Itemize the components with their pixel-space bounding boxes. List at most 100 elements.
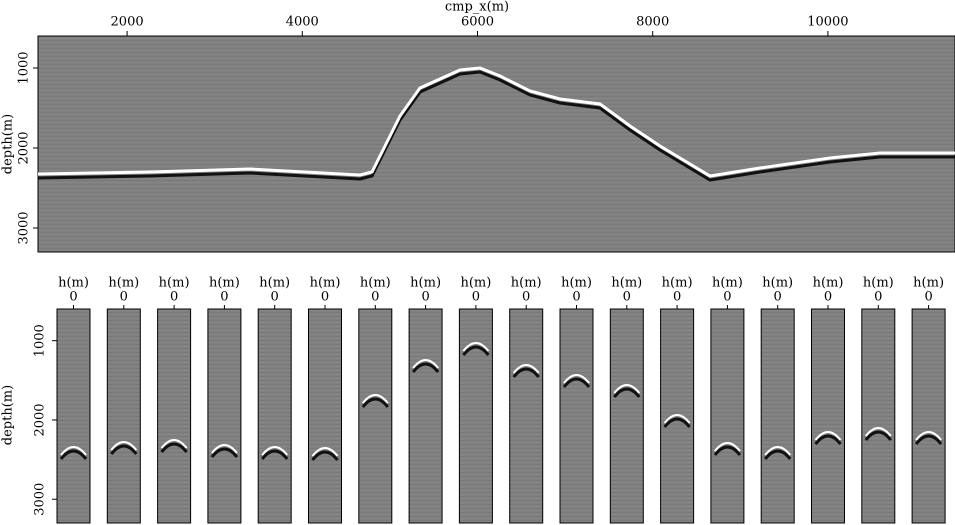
panel-tick-label: 0 (673, 290, 681, 305)
event (110, 441, 138, 451)
y-tick-label: 3000 (17, 211, 32, 244)
event (814, 434, 842, 445)
panel-tick-label: 0 (170, 290, 178, 305)
gather-panel (308, 308, 342, 524)
event (261, 446, 288, 456)
gather-panel (609, 308, 644, 524)
event (210, 447, 239, 458)
gather-panel (106, 308, 141, 524)
event (412, 359, 439, 369)
panel-label: h(m) (360, 276, 391, 291)
gather-panel (559, 308, 594, 524)
gather-panel (56, 308, 91, 524)
gather-panel (358, 308, 393, 524)
event (462, 345, 490, 356)
gather-panel (408, 308, 443, 524)
panel-label: h(m) (460, 276, 491, 291)
event (764, 449, 792, 460)
y-tick-label: 1000 (17, 51, 32, 84)
panel-tick-label: 0 (421, 290, 429, 305)
panel-tick-label: 0 (623, 290, 631, 305)
event (713, 445, 742, 456)
event (663, 417, 691, 428)
event (462, 342, 490, 352)
event (160, 442, 188, 453)
event (110, 444, 138, 455)
y-tick-label: 2000 (33, 403, 48, 436)
x-tick-label: 2000 (111, 15, 144, 30)
event (613, 387, 641, 398)
panel-label: h(m) (712, 276, 743, 291)
event (411, 362, 440, 373)
event (814, 431, 842, 441)
event (311, 447, 339, 457)
panel-tick-label: 0 (321, 290, 329, 305)
x-tick-label: 4000 (286, 15, 319, 30)
panel-label: h(m) (511, 276, 542, 291)
panel-label: h(m) (813, 276, 844, 291)
panel-label: h(m) (108, 276, 139, 291)
panel-label: h(m) (863, 276, 894, 291)
x-tick-label: 8000 (636, 15, 669, 30)
gather-panel (157, 308, 192, 524)
event (311, 450, 339, 461)
event (865, 427, 892, 437)
event (512, 367, 540, 378)
x-axis-label: cmp_x(m) (445, 0, 509, 15)
event (160, 439, 188, 449)
y-tick-label: 1000 (33, 324, 48, 357)
gather-panel (710, 308, 745, 524)
event (59, 449, 88, 460)
panel-tick-label: 0 (69, 290, 77, 305)
event (914, 434, 943, 445)
event (261, 449, 289, 460)
gather-panel (760, 308, 795, 524)
gather-panel (509, 308, 544, 524)
event (361, 397, 389, 408)
panel-tick-label: 0 (774, 290, 782, 305)
panel-label: h(m) (209, 276, 240, 291)
top-panel (37, 35, 955, 253)
panel-tick-label: 0 (824, 290, 832, 305)
gather-panel (458, 308, 493, 524)
panel-tick-label: 0 (220, 290, 228, 305)
gather-panel (257, 308, 292, 524)
panel-tick-label: 0 (472, 290, 480, 305)
event (613, 384, 641, 394)
y-axis-label: depth(m) (1, 385, 16, 445)
x-tick-label: 6000 (461, 15, 494, 30)
event (562, 377, 591, 388)
panel-tick-label: 0 (371, 290, 379, 305)
panel-label: h(m) (259, 276, 290, 291)
panel-tick-label: 0 (924, 290, 932, 305)
y-axis-label: depth(m) (1, 114, 16, 174)
panel-label: h(m) (913, 276, 944, 291)
panel-label: h(m) (58, 276, 89, 291)
panel-label: h(m) (310, 276, 341, 291)
panel-label: h(m) (410, 276, 441, 291)
x-tick-label: 10000 (807, 15, 848, 30)
panel-tick-label: 0 (874, 290, 882, 305)
event (362, 394, 389, 404)
event (563, 374, 590, 384)
event (864, 430, 892, 441)
gather-panel (911, 308, 946, 524)
reflector (37, 66, 955, 182)
event (915, 431, 942, 441)
panel-tick-label: 0 (120, 290, 128, 305)
event (211, 444, 238, 454)
panel-label: h(m) (561, 276, 592, 291)
event (60, 446, 87, 456)
panel-tick-label: 0 (723, 290, 731, 305)
panel-label: h(m) (662, 276, 693, 291)
panel-tick-label: 0 (271, 290, 279, 305)
panel-label: h(m) (611, 276, 642, 291)
panel-label: h(m) (762, 276, 793, 291)
gather-panel (207, 308, 242, 524)
panel-label: h(m) (159, 276, 190, 291)
panel-tick-label: 0 (522, 290, 530, 305)
y-tick-label: 3000 (33, 483, 48, 516)
panel-tick-label: 0 (572, 290, 580, 305)
event (714, 442, 741, 452)
